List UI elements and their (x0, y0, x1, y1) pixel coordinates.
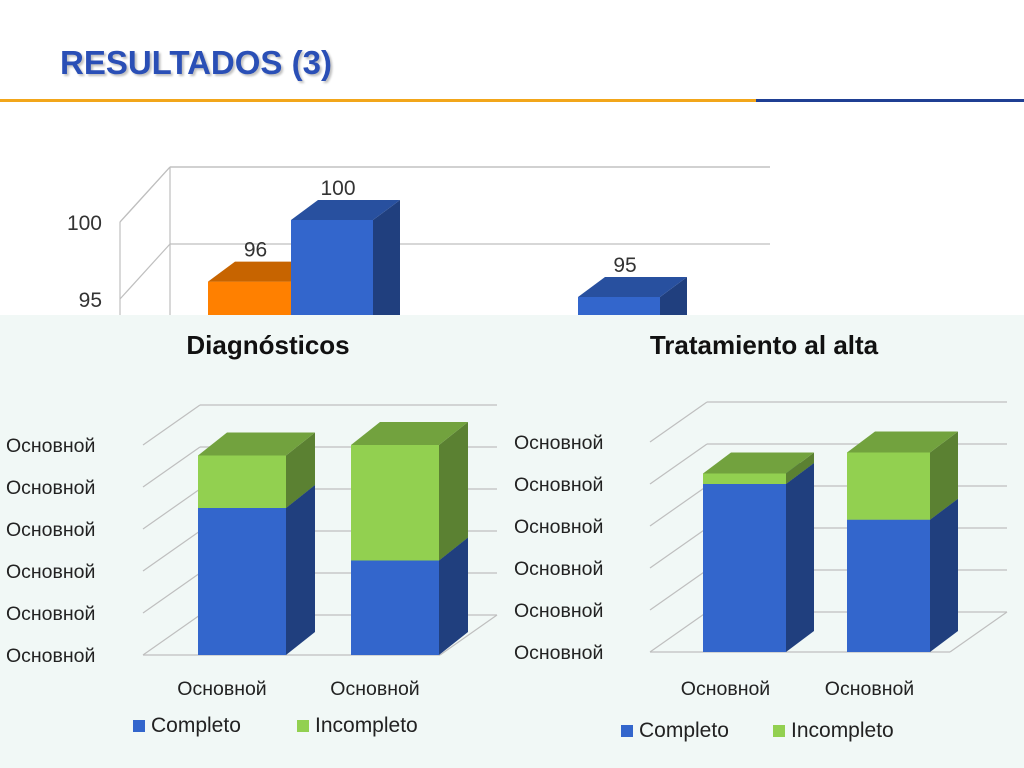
grid-diag (649, 527, 708, 569)
bar-incompleto-top (351, 422, 468, 445)
bar-completo (847, 498, 958, 652)
back-grid-diag (119, 243, 171, 300)
legend-label-completo: Completo (151, 714, 241, 737)
bar-incompleto-top (847, 431, 958, 453)
diagnosticos-chart: Diagnósticos Основной Основной Основной Осно… (6, 330, 498, 737)
legend-label-incompleto: Incompleto (315, 714, 418, 737)
x-tick-label: Основной (177, 678, 266, 700)
grid-diag (649, 443, 708, 485)
back-bar-side (660, 277, 687, 315)
bar-incompleto (703, 452, 814, 484)
grid-diag (142, 446, 201, 488)
title-rule-orange (0, 99, 756, 102)
back-bar-front (291, 220, 373, 315)
bar-incompleto (351, 422, 468, 561)
grid-diag (142, 488, 201, 530)
back-bar (578, 277, 687, 315)
x-tick-label: Основной (330, 678, 419, 700)
back-y-tick-label: 95 (79, 289, 102, 312)
floor-side (439, 614, 498, 656)
bar-incompleto-front (198, 455, 286, 508)
legend-swatch-incompleto (297, 720, 309, 732)
bar-incompleto-side (786, 452, 814, 484)
back-data-label: 95 (613, 254, 636, 277)
y-tick-label: Основной (514, 474, 603, 496)
y-tick-label: Основной (6, 435, 95, 457)
bar-incompleto (198, 432, 315, 508)
bar-incompleto-front (351, 445, 439, 561)
bar-incompleto-side (286, 432, 315, 508)
back-bar (291, 200, 400, 315)
bar-completo-front (351, 560, 439, 655)
chart-title: Tratamiento al alta (650, 330, 879, 360)
back-top-diag (119, 166, 171, 223)
bar-completo-front (847, 519, 930, 652)
bar-completo-front (703, 484, 786, 652)
front-chart-panel: Diagnósticos Основной Основной Основной Осно… (0, 315, 1024, 768)
grid-diag (649, 569, 708, 611)
slide-title: RESULTADOS (3) (60, 44, 332, 81)
bar-completo-side (439, 537, 468, 655)
back-bar-front (208, 281, 291, 315)
back-bar-front (578, 297, 660, 315)
back-data-label: 100 (320, 177, 355, 200)
legend-swatch-completo (133, 720, 145, 732)
grid-diag (142, 530, 201, 572)
back-y-tick-label: 100 (67, 212, 102, 235)
grid-diag (142, 572, 201, 614)
grid-diag (142, 404, 201, 446)
bar-incompleto-front (847, 452, 930, 520)
y-tick-label: Основной (514, 516, 603, 538)
legend-swatch-incompleto (773, 725, 785, 737)
bar-completo-front (198, 508, 286, 655)
back-bar-top (208, 261, 318, 282)
bar-incompleto-side (930, 431, 958, 520)
y-tick-label: Основной (6, 477, 95, 499)
bar-completo-side (786, 463, 814, 652)
grid-diag (649, 611, 708, 653)
back-bar-top (578, 277, 687, 297)
legend-label-incompleto: Incompleto (791, 719, 894, 742)
chart-title: Diagnósticos (186, 330, 349, 360)
y-tick-label: Основной (514, 600, 603, 622)
title-rule-blue (756, 99, 1024, 102)
bar-completo (703, 463, 814, 652)
bar-completo-side (286, 485, 315, 655)
legend-label-completo: Completo (639, 719, 729, 742)
grid-diag (142, 614, 201, 656)
bar-completo-side (930, 498, 958, 652)
bar-incompleto-top (198, 432, 315, 456)
back-data-label: 96 (244, 239, 267, 262)
x-tick-label: Основной (681, 678, 770, 700)
bar-incompleto (847, 431, 958, 520)
bar-incompleto-top (703, 452, 814, 474)
y-tick-label: Основной (6, 603, 95, 625)
legend-swatch-completo (621, 725, 633, 737)
x-tick-label: Основной (825, 678, 914, 700)
tratamiento-chart: Tratamiento al alta Основной Основной Основ… (514, 330, 1008, 742)
grid-diag (649, 401, 708, 443)
bar-incompleto-front (703, 473, 786, 484)
back-bar-side (373, 200, 400, 315)
back-bar-top (291, 200, 400, 220)
bar-incompleto-side (439, 422, 468, 561)
y-tick-label: Основной (6, 561, 95, 583)
back-bar-chart: 95 100 96 100 95 (67, 166, 770, 315)
y-tick-label: Основной (6, 645, 95, 667)
grid-diag (649, 485, 708, 527)
y-tick-label: Основной (514, 642, 603, 664)
y-tick-label: Основной (514, 432, 603, 454)
y-tick-label: Основной (514, 558, 603, 580)
floor-side (949, 611, 1008, 653)
y-tick-label: Основной (6, 519, 95, 541)
